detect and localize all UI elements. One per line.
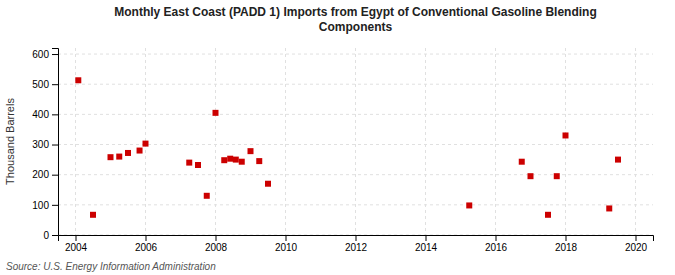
x-axis-line [59, 236, 654, 242]
y-axis-tick: 400 [32, 109, 58, 120]
y-axis-title: Thousand Barrels [4, 98, 16, 185]
y-axis-tick-label: 200 [32, 169, 49, 180]
point [606, 205, 612, 211]
point [256, 158, 262, 164]
point [528, 173, 534, 179]
x-axis-tick-label: 2018 [555, 242, 578, 253]
x-axis-tick-label: 2014 [415, 242, 438, 253]
y-axis-tick-label: 500 [32, 79, 49, 90]
grid-line-x [495, 48, 496, 235]
grid-line-y [58, 54, 653, 55]
point [233, 157, 239, 163]
grid [58, 48, 653, 235]
point [116, 154, 122, 160]
y-axis-tick: 300 [32, 139, 58, 150]
y-axis-tick-mark [52, 235, 58, 236]
grid-line-x [215, 48, 216, 235]
grid-line-x [75, 48, 76, 235]
x-axis-tick: 2018 [555, 235, 578, 253]
x-axis-tick-mark [566, 235, 567, 241]
y-axis-tick: 100 [32, 200, 58, 211]
x-axis-tick-mark [356, 235, 357, 241]
x-axis-tick-label: 2016 [485, 242, 508, 253]
x-axis-tick: 2016 [485, 235, 508, 253]
point [195, 162, 201, 168]
x-axis-tick: 2020 [625, 235, 648, 253]
y-axis-tick: 500 [32, 79, 58, 90]
x-axis-tick: 2004 [65, 235, 88, 253]
grid-line-x [635, 48, 636, 235]
points [75, 77, 621, 218]
x-axis-tick-label: 2010 [275, 242, 298, 253]
y-axis-tick: 0 [43, 230, 58, 241]
x-axis-tick-label: 2012 [345, 242, 368, 253]
y-axis-tick: 200 [32, 169, 58, 180]
x-axis-tick-label: 2006 [135, 242, 158, 253]
point [563, 132, 569, 138]
point [554, 173, 560, 179]
point [75, 77, 81, 83]
point [143, 141, 149, 147]
x-axis-tick: 2008 [205, 235, 228, 253]
x-axis-tick-mark [636, 235, 637, 241]
y-axis-tick-label: 100 [32, 200, 49, 211]
point [248, 148, 254, 154]
x-axis-tick-label: 2020 [625, 242, 648, 253]
point [137, 148, 143, 154]
point [108, 154, 114, 160]
x-axis-tick: 2012 [345, 235, 368, 253]
y-axis-tick-label: 400 [32, 109, 49, 120]
x-axis-tick-label: 2004 [65, 242, 88, 253]
x-axis-tick-mark [76, 235, 77, 241]
point [519, 159, 525, 165]
y-axis-line [52, 49, 59, 236]
y-axis: 0 100 200 300 400 500 600 [32, 49, 58, 241]
point [227, 156, 233, 162]
point [221, 157, 227, 163]
point [186, 160, 192, 166]
point [239, 159, 245, 165]
x-axis-tick-mark [496, 235, 497, 241]
x-axis-tick-mark [426, 235, 427, 241]
y-axis-tick-mark [52, 54, 58, 55]
x-axis-tick: 2014 [415, 235, 438, 253]
y-axis-tick-mark [52, 145, 58, 146]
point [90, 212, 96, 218]
point [466, 202, 472, 208]
x-axis-tick-label: 2008 [205, 242, 228, 253]
title: Monthly East Coast (PADD 1) Imports from… [114, 5, 596, 34]
point [615, 157, 621, 163]
y-axis-tick-label: 600 [32, 49, 49, 60]
y-axis-tick-mark [52, 84, 58, 85]
x-axis-tick-mark [286, 235, 287, 241]
grid-line-y [58, 204, 653, 205]
x-axis-tick-mark [216, 235, 217, 241]
grid-line-y [58, 114, 653, 115]
grid-line-y [58, 84, 653, 85]
point [213, 110, 219, 116]
grid-line-x [285, 48, 286, 235]
y-axis-tick-mark [52, 205, 58, 206]
x-axis-tick: 2006 [135, 235, 158, 253]
point [265, 181, 271, 187]
grid-line-x [355, 48, 356, 235]
y-axis-tick: 600 [32, 49, 58, 60]
point [545, 212, 551, 218]
grid-line-y [58, 174, 653, 175]
x-axis-tick: 2010 [275, 235, 298, 253]
y-axis-tick-label: 0 [43, 230, 49, 241]
y-axis-tick-mark [52, 175, 58, 176]
y-axis-tick-mark [52, 114, 58, 115]
grid-line-x [565, 48, 566, 235]
chart: 2004 2006 2008 2010 2012 2014 2016 2018 2020 0 100… [0, 0, 675, 275]
point [204, 193, 210, 199]
y-axis-tick-label: 300 [32, 139, 49, 150]
source: Source: U.S. Energy Information Administ… [6, 261, 216, 272]
x-axis: 2004 2006 2008 2010 2012 2014 2016 2018 2020 [59, 235, 654, 253]
grid-line-x [425, 48, 426, 235]
point [125, 150, 131, 156]
x-axis-tick-mark [146, 235, 147, 241]
